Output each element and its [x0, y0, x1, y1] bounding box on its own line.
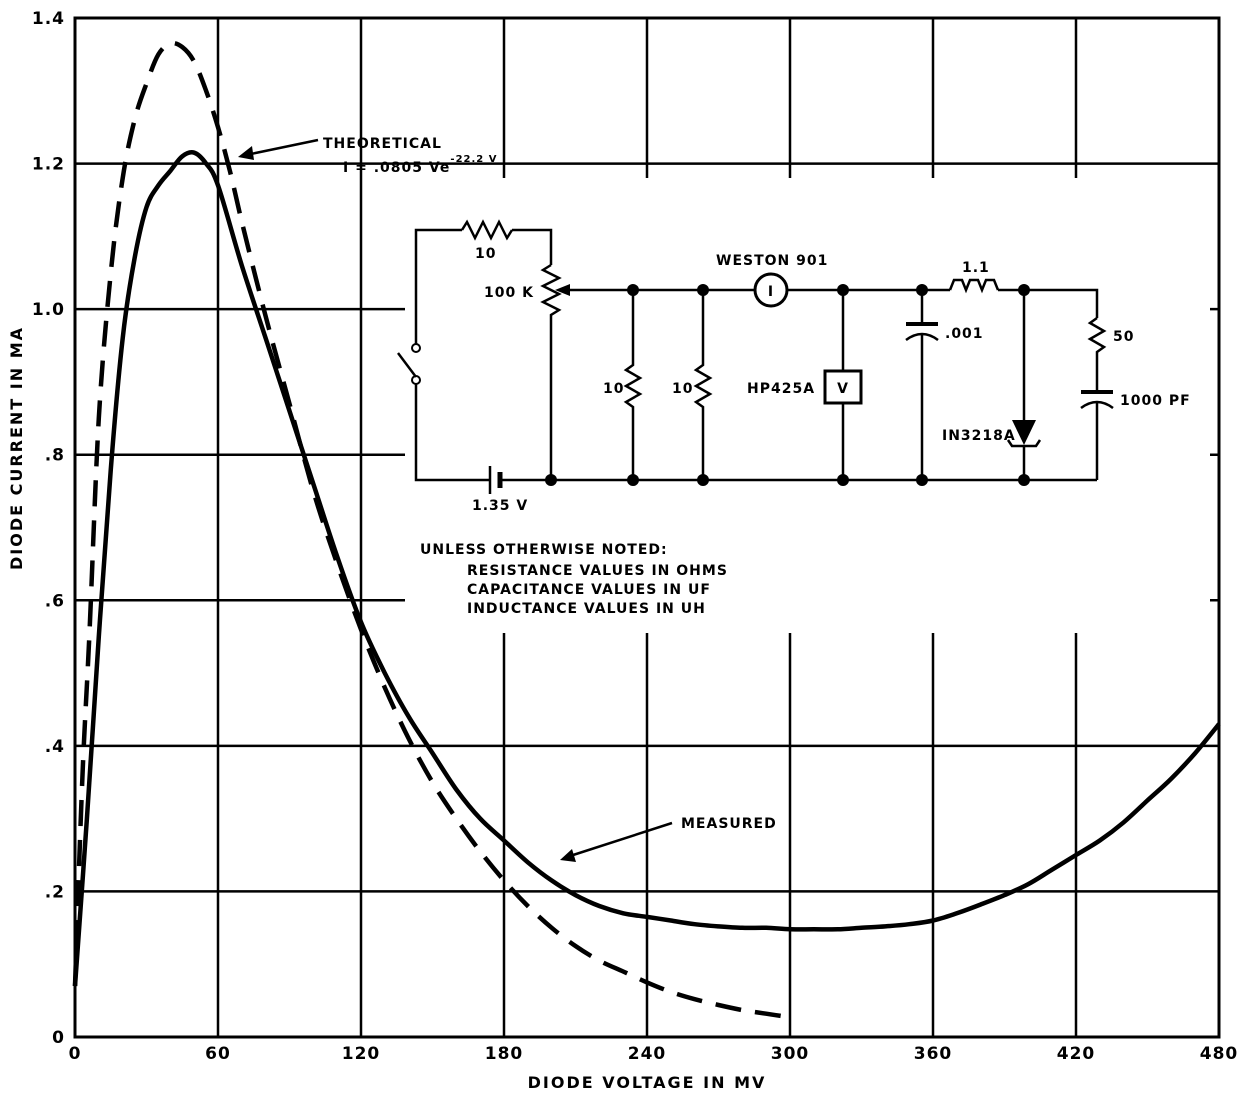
series [72, 40, 1221, 1020]
x-tick-label: 420 [1057, 1044, 1096, 1064]
switch-lever [397, 352, 417, 378]
series-line-theoretical [72, 40, 791, 1020]
junction-dot [1018, 474, 1030, 486]
notes-heading: UNLESS OTHERWISE NOTED: [420, 542, 668, 558]
formula-main: I = .0805 Ve [343, 160, 450, 176]
y-tick-label: .8 [45, 446, 65, 466]
junction-dot [1018, 284, 1030, 296]
y-axis-title: DIODE CURRENT IN MA [7, 326, 26, 570]
plot-frame [73, 16, 1221, 1039]
junctions [545, 284, 1030, 486]
junction-dot [916, 474, 928, 486]
junction-dot [837, 284, 849, 296]
potentiometer [540, 263, 562, 480]
resistor-top [460, 219, 514, 241]
wire-top-right [512, 228, 553, 265]
y-tick-label: .4 [45, 737, 65, 757]
theoretical-label: THEORETICAL [323, 136, 442, 152]
label-diode: IN3218A [942, 428, 1016, 444]
notes-line-capacitance: CAPACITANCE VALUES IN UF [467, 582, 711, 598]
notes-line-resistance: RESISTANCE VALUES IN OHMS [467, 563, 728, 579]
label-r-shunt-2: 10 [672, 381, 693, 397]
resistor-series [1087, 316, 1107, 391]
y-tick-label: .6 [45, 591, 65, 611]
label-r-top: 10 [475, 246, 496, 262]
junction-dot [627, 474, 639, 486]
junction-dot [545, 474, 557, 486]
notes-block: UNLESS OTHERWISE NOTED: RESISTANCE VALUE… [420, 542, 728, 617]
switch-contact-bottom [411, 375, 421, 385]
label-ammeter: WESTON 901 [716, 253, 828, 269]
junction-dot [627, 284, 639, 296]
theoretical-arrow-line [245, 138, 319, 157]
formula-exponent: -22.2 V [450, 154, 497, 165]
label-capacitor: .001 [945, 326, 984, 342]
measured-arrow-line [569, 821, 673, 858]
x-tick-label: 60 [205, 1044, 231, 1064]
x-tick-label: 300 [771, 1044, 810, 1064]
circuit-diagram: I V [397, 219, 1191, 514]
notes-line-inductance: INDUCTANCE VALUES IN UH [467, 601, 706, 617]
label-inductor: 1.1 [962, 260, 990, 276]
x-tick-label: 480 [1200, 1044, 1239, 1064]
theoretical-formula: I = .0805 Ve-22.2 V [343, 154, 497, 176]
wire-bottom-left [414, 384, 490, 482]
inset-background [405, 178, 1210, 633]
x-tick-label: 240 [628, 1044, 667, 1064]
resistor-shunt-2 [693, 290, 713, 480]
series-line-measured [72, 150, 1221, 987]
label-pot: 100 K [484, 285, 534, 301]
y-tick-label: 0 [52, 1028, 65, 1048]
y-tick-label: 1.2 [32, 155, 65, 175]
junction-dot [697, 284, 709, 296]
inductor [948, 278, 1000, 294]
y-tick-label: 1.4 [32, 9, 65, 29]
x-axis-title: DIODE VOLTAGE IN MV [528, 1073, 767, 1092]
y-tick-label: 1.0 [32, 300, 65, 320]
annotation-measured: MEASURED [560, 816, 777, 862]
junction-dot [837, 474, 849, 486]
x-tick-label: 0 [69, 1044, 82, 1064]
x-tick-label: 360 [914, 1044, 953, 1064]
wire-top-left [414, 228, 462, 345]
label-voltmeter: HP425A [747, 381, 815, 397]
diode-body [1012, 420, 1036, 445]
annotation-theoretical: THEORETICAL I = .0805 Ve-22.2 V [238, 136, 497, 176]
wire-top-rail-c [998, 288, 1099, 318]
label-c-series: 1000 PF [1120, 393, 1191, 409]
theoretical-arrowhead [238, 146, 254, 160]
measured-arrowhead [560, 849, 576, 862]
label-battery: 1.35 V [472, 498, 528, 514]
label-r-series: 50 [1113, 329, 1134, 345]
voltmeter-symbol: V [837, 381, 849, 397]
resistor-shunt-1 [623, 290, 643, 480]
pot-wiper-arrow [555, 284, 570, 296]
x-tick-label: 120 [342, 1044, 381, 1064]
switch-contact-top [411, 343, 421, 353]
y-tick-label: .2 [45, 882, 65, 902]
junction-dot [697, 474, 709, 486]
x-tick-label: 180 [485, 1044, 524, 1064]
label-r-shunt-1: 10 [603, 381, 624, 397]
measured-label: MEASURED [681, 816, 777, 832]
junction-dot [916, 284, 928, 296]
ammeter-symbol: I [768, 284, 774, 300]
tick-labels: 0 60 120 180 240 300 360 420 480 0 .2 .4 .6 .8 1.0 1.2 1… [32, 9, 1239, 1064]
